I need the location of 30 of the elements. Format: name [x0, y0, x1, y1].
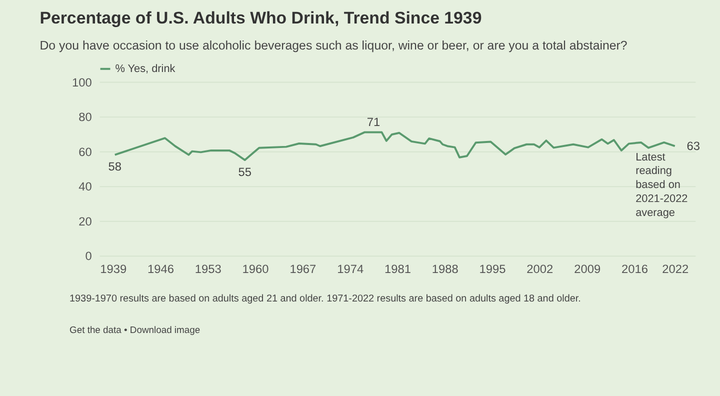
- x-tick-label: 2002: [526, 262, 554, 276]
- annotation: Latest reading based on 2021-2022 average: [636, 151, 688, 219]
- y-tick-label: 80: [78, 110, 92, 124]
- line-series: [114, 131, 676, 162]
- x-tick-label: 1946: [147, 262, 174, 276]
- x-tick-label: 1995: [479, 262, 506, 276]
- x-tick-label: 1981: [384, 262, 412, 276]
- annotation: 55: [238, 164, 252, 179]
- y-tick-label: 60: [78, 144, 92, 159]
- x-tick-label: 1967: [290, 262, 317, 276]
- x-tick-label: 1953: [194, 262, 222, 276]
- annotation: 58: [108, 160, 122, 174]
- y-tick-label: 20: [78, 214, 92, 228]
- text: Get the data • Download image: [70, 324, 200, 336]
- x-tick-label: 2022: [662, 262, 689, 276]
- x-tick-label: 2009: [574, 262, 601, 276]
- chart-subtitle: Do you have occasion to use alcoholic beverages such as liquor, wine or beer, or are you a total abstainer?: [40, 38, 628, 53]
- annotation: 71: [366, 115, 381, 130]
- text: 1939-1970 results are based on adults aged 21 and older. 1971-2022 results are based on adults aged 18 and older.: [70, 293, 581, 304]
- x-tick-label: 1988: [432, 262, 459, 276]
- legend-label: % Yes, drink: [115, 62, 176, 75]
- x-tick-label: 1939: [100, 262, 127, 276]
- y-tick-label: 40: [78, 180, 92, 194]
- x-tick-label: 1974: [337, 262, 364, 276]
- x-tick-label: 1960: [242, 262, 270, 276]
- y-tick-label: 100: [72, 75, 92, 90]
- x-tick-label: 2016: [621, 262, 648, 276]
- annotation: 63: [686, 139, 700, 154]
- chart-title: Percentage of U.S. Adults Who Drink, Trend Since 1939: [40, 8, 482, 28]
- y-tick-label: 0: [85, 249, 92, 264]
